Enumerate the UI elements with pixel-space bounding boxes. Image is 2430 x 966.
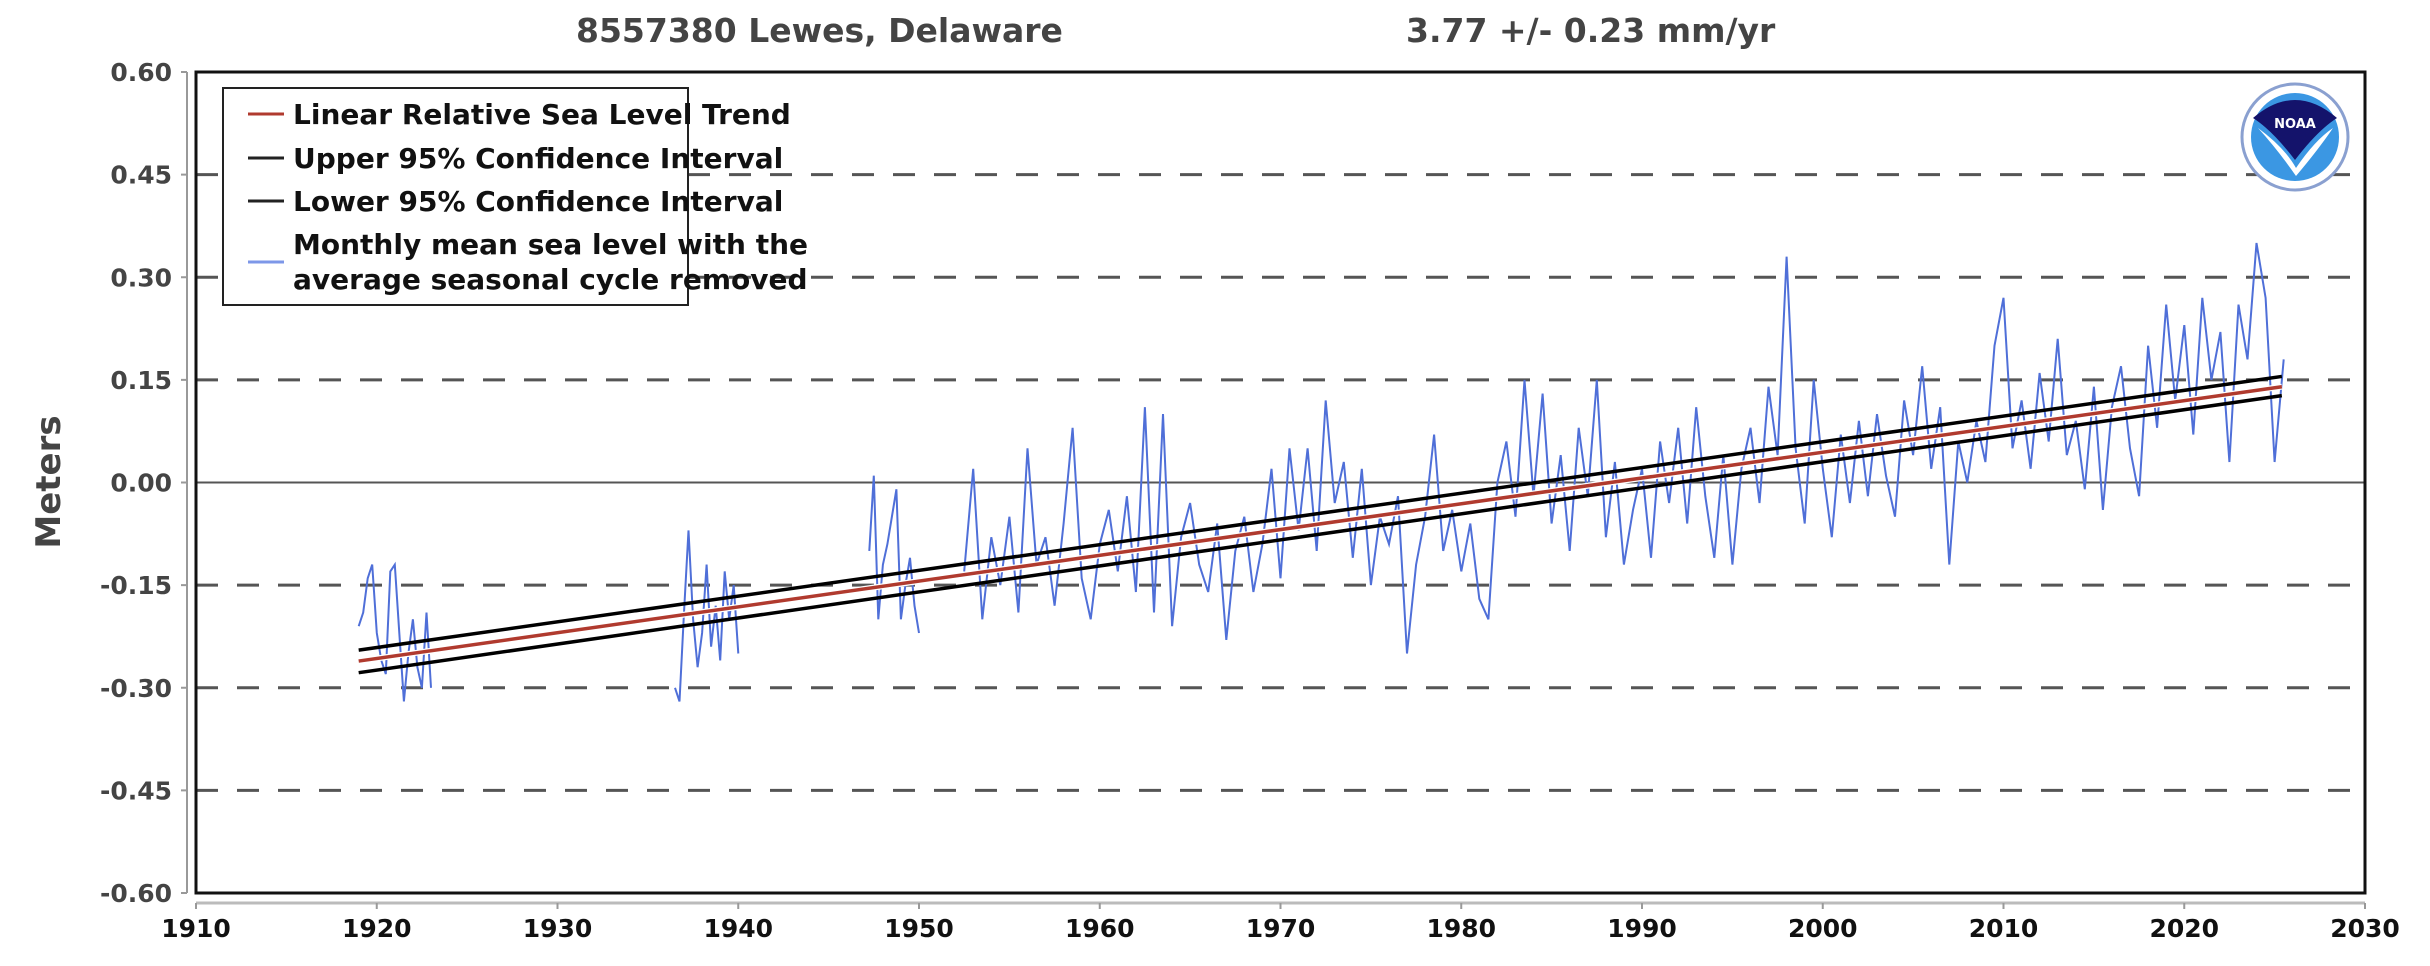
legend-label-monthly-1: Monthly mean sea level with the (293, 228, 808, 261)
monthly-mean-series (868, 475, 920, 634)
monthly-mean-series (357, 561, 432, 702)
legend-label-monthly-2: average seasonal cycle removed (293, 263, 808, 296)
legend-label-trend: Linear Relative Sea Level Trend (293, 98, 791, 131)
y-tick-label: 0.30 (110, 263, 172, 292)
upper-confidence-line (358, 374, 2283, 652)
y-tick-label: 0.15 (110, 366, 172, 395)
y-tick-label: 0.00 (110, 469, 172, 498)
y-tick-label: -0.30 (100, 674, 172, 703)
y-tick-label: -0.15 (100, 571, 172, 600)
legend-box (222, 87, 689, 306)
legend-label-lower: Lower 95% Confidence Interval (293, 185, 783, 218)
chart-title: 8557380 Lewes, Delaware (576, 11, 1063, 50)
axes: 0.60 0.45 0.30 0.15 0.00 -0.15 -0.30 -0.45 -0.60… (100, 58, 2400, 943)
plot-frame (194, 70, 2367, 895)
chart-subtitle: 3.77 +/- 0.23 mm/yr (1406, 11, 1776, 50)
x-tick-label: 1990 (1607, 914, 1677, 943)
gridlines (196, 173, 2365, 792)
x-tick-label: 1930 (523, 914, 593, 943)
legend: Linear Relative Sea Level Trend Upper 95… (222, 87, 808, 306)
svg-text:NOAA: NOAA (2274, 117, 2316, 132)
monthly-mean-series (963, 242, 2285, 654)
x-tick-label: 1910 (161, 914, 231, 943)
y-tick-label: 0.45 (110, 161, 172, 190)
y-axis-label: Meters (29, 415, 69, 548)
x-tick-label: 1950 (884, 914, 954, 943)
x-tick-label: 2000 (1788, 914, 1858, 943)
y-tick-label: -0.60 (100, 879, 172, 908)
legend-label-upper: Upper 95% Confidence Interval (293, 142, 783, 175)
x-tick-label: 1940 (703, 914, 773, 943)
trend-line (358, 384, 2283, 663)
monthly-mean-series (674, 530, 740, 702)
noaa-logo: NOAA (2240, 82, 2350, 192)
series-layer (357, 242, 2285, 702)
x-tick-label: 1980 (1426, 914, 1496, 943)
x-tick-label: 2020 (2149, 914, 2219, 943)
y-tick-label: 0.60 (110, 58, 172, 87)
x-tick-label: 1970 (1246, 914, 1316, 943)
x-tick-label: 2030 (2330, 914, 2400, 943)
x-tick-label: 2010 (1969, 914, 2039, 943)
x-tick-label: 1920 (342, 914, 412, 943)
lower-confidence-line (358, 393, 2283, 675)
y-tick-label: -0.45 (100, 776, 172, 805)
x-tick-label: 1960 (1065, 914, 1135, 943)
